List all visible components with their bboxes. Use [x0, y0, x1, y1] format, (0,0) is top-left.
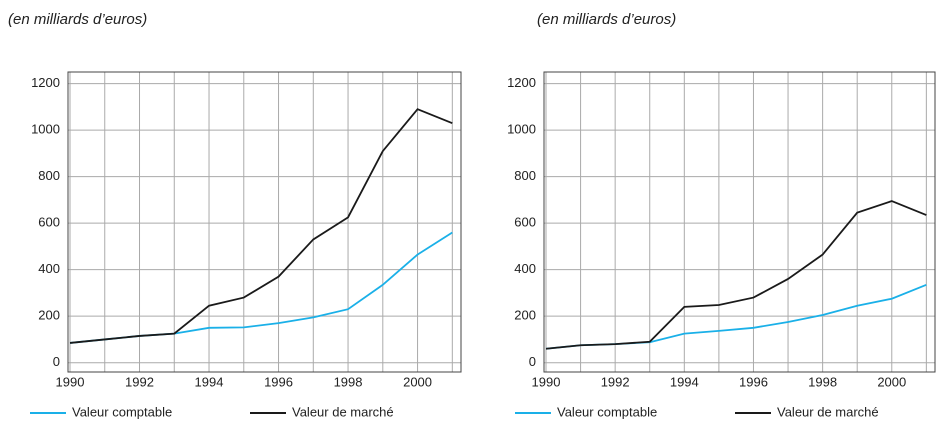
legend-label: Valeur de marché	[292, 404, 394, 419]
y-tick-label: 600	[514, 215, 536, 230]
y-tick-label: 800	[38, 168, 60, 183]
x-tick-label: 1992	[125, 374, 154, 389]
x-tick-label: 2000	[403, 374, 432, 389]
line	[545, 283, 927, 350]
x-tick-label: 2000	[877, 374, 906, 389]
y-tick-label: 400	[38, 261, 60, 276]
y-tick-label: 200	[514, 308, 536, 323]
y-tick-label: 1200	[507, 75, 536, 90]
plot-frame	[67, 71, 462, 373]
y-tick-label: 600	[38, 215, 60, 230]
line	[545, 200, 927, 350]
x-tick-label: 1990	[532, 374, 561, 389]
y-tick-label: 800	[514, 168, 536, 183]
x-tick-label: 1996	[264, 374, 293, 389]
plot-frame	[543, 71, 936, 373]
y-tick-label: 400	[514, 261, 536, 276]
x-tick-label: 1994	[670, 374, 699, 389]
y-tick-label: 1200	[31, 75, 60, 90]
y-tick-label: 0	[529, 354, 536, 369]
legend-label: Valeur comptable	[557, 404, 657, 419]
y-tick-label: 200	[38, 308, 60, 323]
subtitle: (en milliards d’euros)	[537, 11, 676, 28]
y-tick-label: 1000	[31, 122, 60, 137]
legend-label: Valeur de marché	[777, 404, 879, 419]
x-tick-label: 1996	[739, 374, 768, 389]
x-tick-label: 1994	[195, 374, 224, 389]
y-tick-label: 1000	[507, 122, 536, 137]
x-tick-label: 1998	[334, 374, 363, 389]
line	[69, 108, 453, 344]
x-tick-label: 1992	[601, 374, 630, 389]
subtitle: (en milliards d’euros)	[8, 11, 147, 28]
y-tick-label: 0	[53, 354, 60, 369]
legend-label: Valeur comptable	[72, 404, 172, 419]
x-tick-label: 1998	[808, 374, 837, 389]
x-tick-label: 1990	[56, 374, 85, 389]
